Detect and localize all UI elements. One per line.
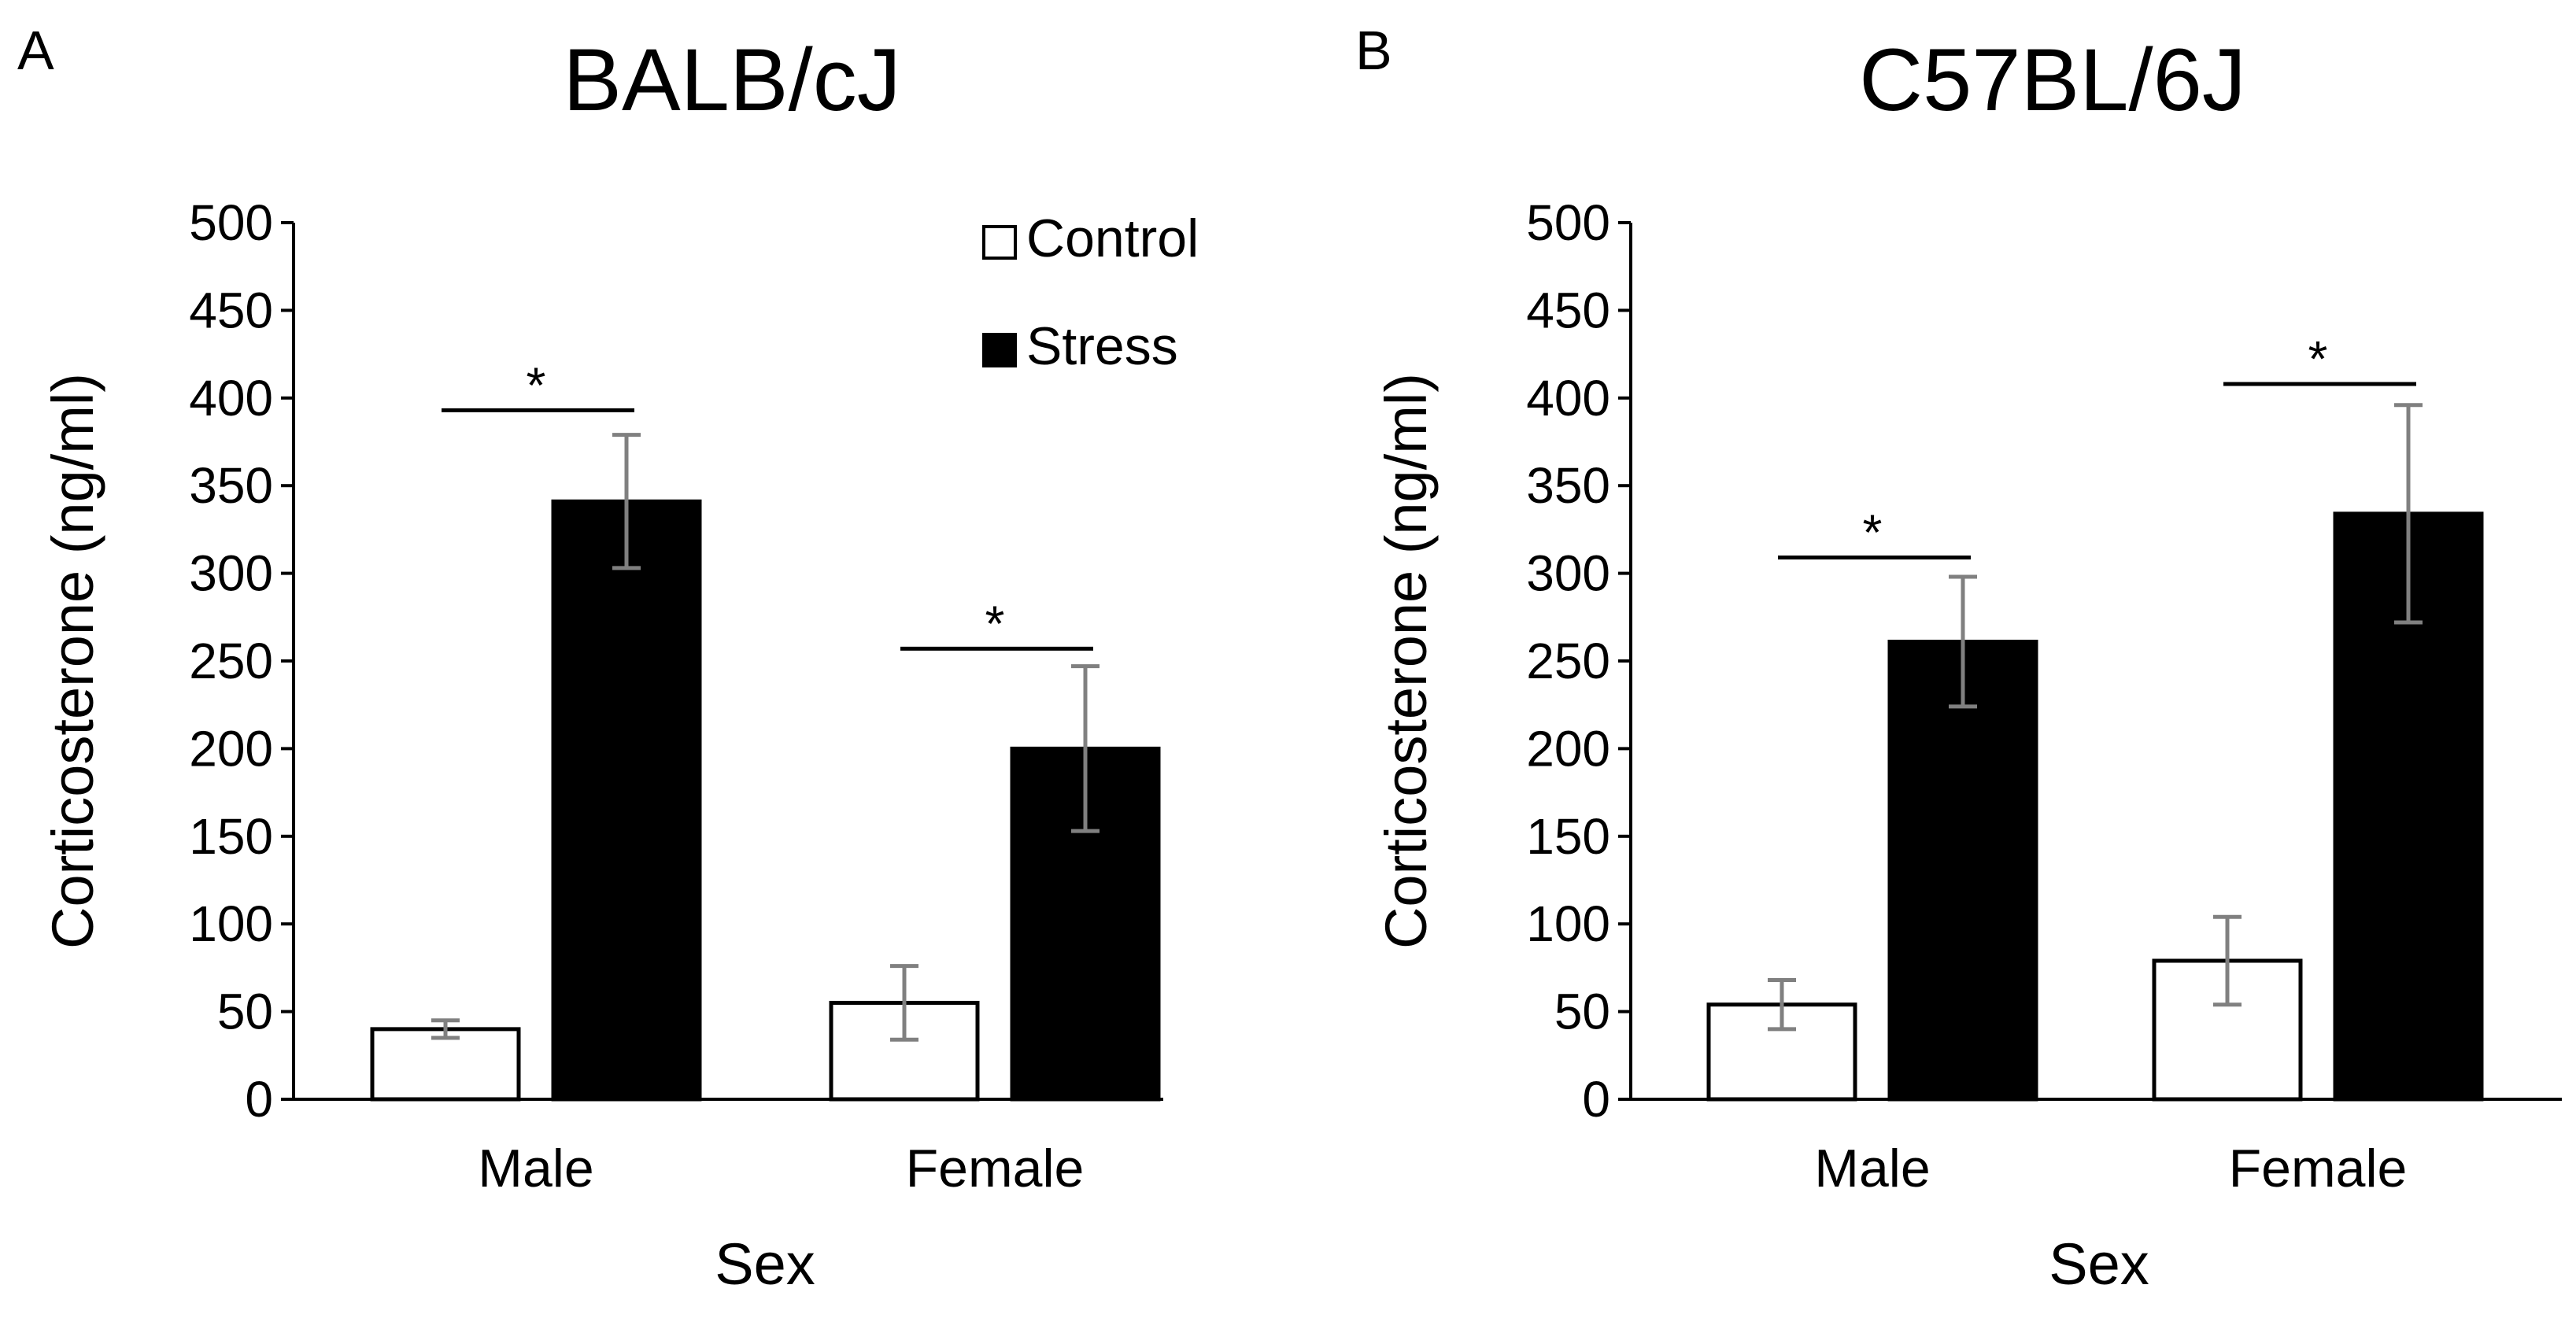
- y-tick-label: 200: [189, 720, 273, 777]
- y-tick-label: 200: [1526, 720, 1610, 777]
- y-tick-label: 0: [245, 1071, 273, 1128]
- chart-title: BALB/cJ: [563, 31, 901, 129]
- x-category-label: Male: [1814, 1139, 1930, 1198]
- legend-swatch-control: [982, 225, 1017, 260]
- legend-swatch-stress: [982, 333, 1017, 367]
- y-axis-label: Corticosterone (ng/ml): [40, 373, 105, 949]
- bar-stress-male: [551, 499, 702, 1102]
- y-tick-label: 100: [189, 895, 273, 952]
- x-category-label: Male: [478, 1139, 593, 1198]
- y-tick-label: 250: [1526, 633, 1610, 689]
- y-tick-label: 450: [1526, 282, 1610, 338]
- y-tick-label: 100: [1526, 895, 1610, 952]
- x-axis-label: Sex: [2049, 1231, 2149, 1297]
- significance-marker: *: [1863, 504, 1883, 561]
- significance-marker: *: [985, 595, 1005, 652]
- significance-marker: *: [2308, 330, 2328, 387]
- y-tick-label: 50: [1554, 984, 1610, 1040]
- y-tick-label: 300: [1526, 545, 1610, 602]
- y-tick-label: 350: [1526, 457, 1610, 514]
- x-category-label: Female: [2229, 1139, 2408, 1198]
- y-tick-label: 150: [1526, 808, 1610, 865]
- legend-label-stress: Stress: [1026, 316, 1178, 376]
- panel-a: A BALB/cJ 0 50 100 150 200 250 300 350 400 450 500 Co…: [17, 20, 1199, 1297]
- y-tick-label: 350: [189, 457, 273, 514]
- chart-title: C57BL/6J: [1859, 31, 2246, 129]
- y-tick-label: 50: [217, 984, 273, 1040]
- legend-label-control: Control: [1026, 209, 1199, 268]
- y-tick-label: 300: [189, 545, 273, 602]
- panel-b: B C57BL/6J 0 50 100 150 200 250 300 350 400 450 500 C…: [1355, 20, 2562, 1297]
- x-category-label: Female: [906, 1139, 1085, 1198]
- bar-stress-male: [1887, 639, 2038, 1102]
- bar-control-male: [370, 1027, 521, 1102]
- y-tick-label: 500: [1526, 194, 1610, 251]
- y-tick-label: 400: [189, 370, 273, 426]
- y-tick-label: 500: [189, 194, 273, 251]
- y-axis-label: Corticosterone (ng/ml): [1373, 373, 1439, 949]
- y-tick-label: 0: [1582, 1071, 1610, 1128]
- x-axis-label: Sex: [715, 1231, 815, 1297]
- significance-marker: *: [527, 356, 546, 413]
- y-tick-label: 400: [1526, 370, 1610, 426]
- y-tick-label: 250: [189, 633, 273, 689]
- y-tick-label: 150: [189, 808, 273, 865]
- panel-label: B: [1355, 20, 1392, 81]
- panel-label: A: [17, 20, 54, 81]
- y-tick-label: 450: [189, 282, 273, 338]
